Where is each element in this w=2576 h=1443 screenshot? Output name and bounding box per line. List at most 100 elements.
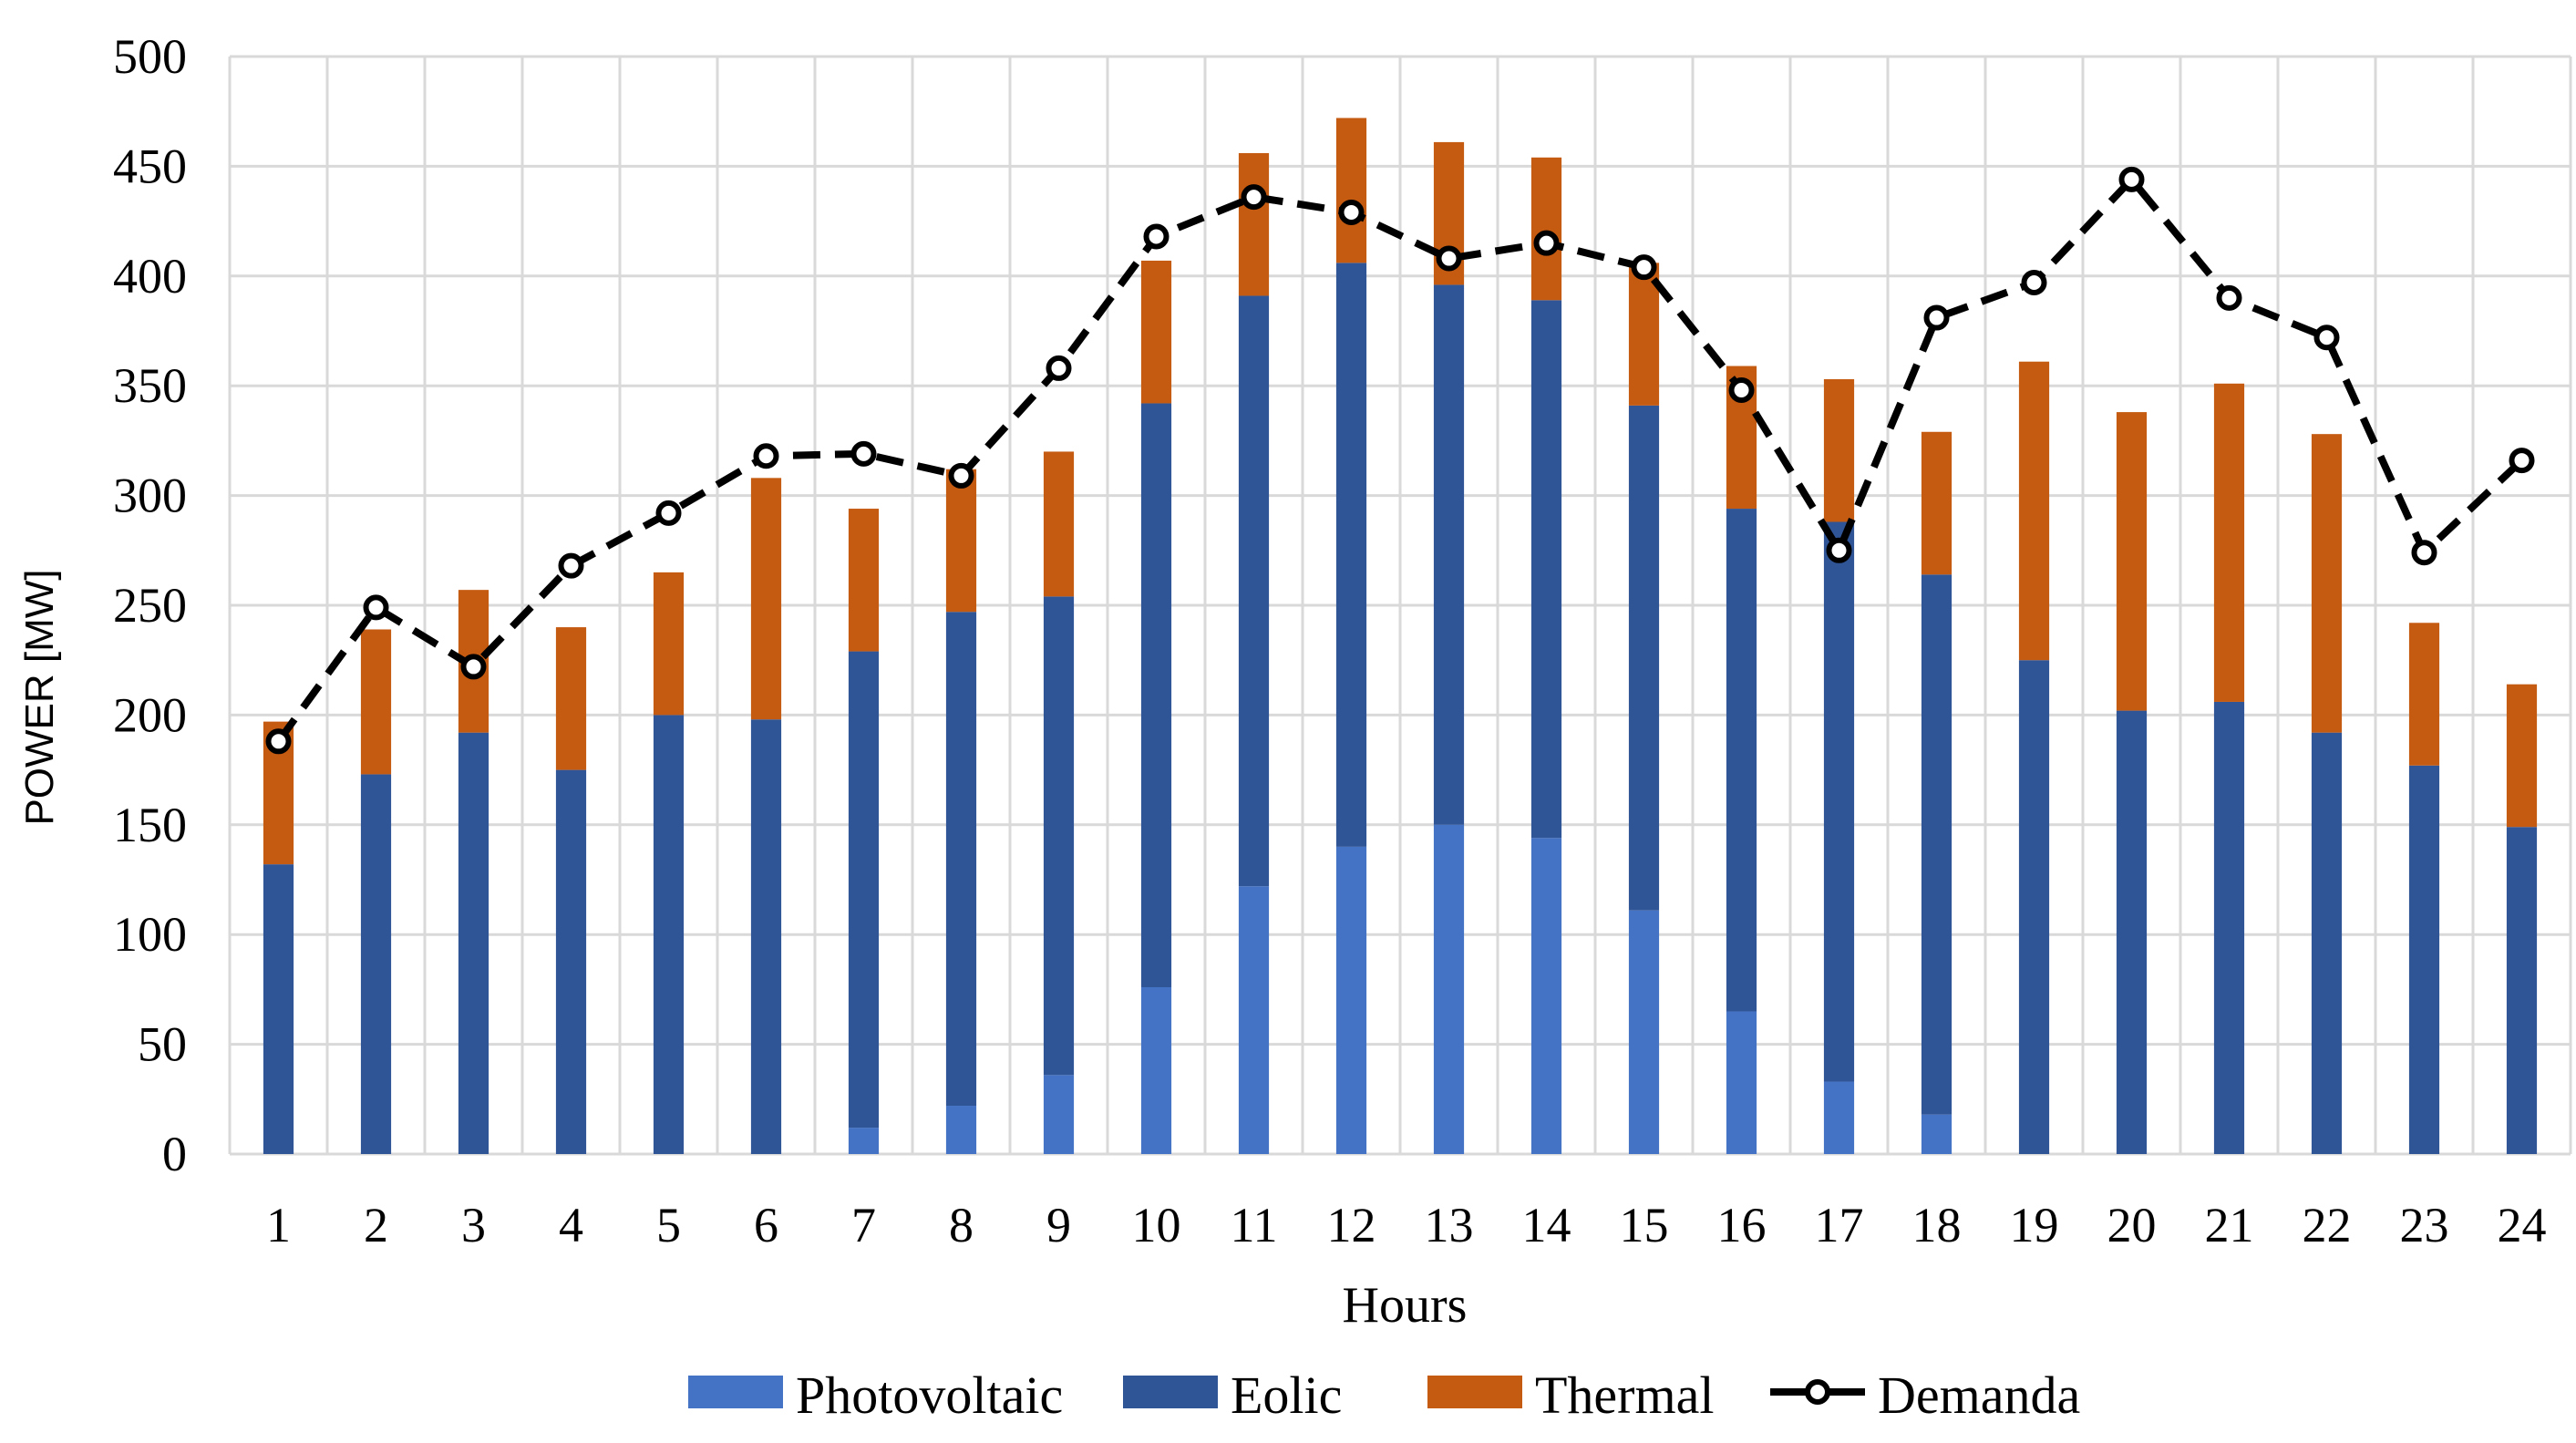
bar-photovoltaic-9 [1043, 1075, 1075, 1154]
legend-label-demanda: Demanda [1878, 1366, 2080, 1425]
gridlines [228, 55, 2572, 1156]
demand-point-15 [1631, 254, 1657, 281]
bar-thermal-14 [1530, 157, 1562, 301]
bar-thermal-23 [2408, 623, 2440, 766]
demand-point-5 [655, 500, 682, 526]
bar-eolic-17 [1823, 521, 1855, 1082]
demand-point-22 [2313, 325, 2340, 351]
bar-eolic-14 [1530, 300, 1562, 839]
x-tick-label: 9 [1046, 1198, 1071, 1252]
demand-line-layer [265, 166, 2535, 755]
demand-point-3 [460, 654, 487, 680]
x-tick-label: 5 [656, 1198, 681, 1252]
bar-photovoltaic-7 [848, 1128, 880, 1154]
x-tick-label: 2 [364, 1198, 388, 1252]
bar-thermal-9 [1043, 451, 1075, 597]
bar-eolic-20 [2116, 710, 2148, 1154]
x-tick-label: 23 [2400, 1198, 2449, 1252]
demand-point-4 [558, 552, 584, 579]
demand-point-23 [2411, 540, 2437, 566]
demand-point-21 [2216, 284, 2242, 311]
x-tick-label: 16 [1717, 1198, 1767, 1252]
y-tick-label: 350 [113, 358, 187, 413]
legend: Photovoltaic Eolic Thermal Demanda [688, 1366, 2080, 1425]
bar-eolic-2 [360, 774, 392, 1154]
x-tick-label: 18 [1912, 1198, 1962, 1252]
demand-point-13 [1436, 245, 1462, 272]
x-tick-label: 13 [1425, 1198, 1474, 1252]
demand-point-17 [1826, 537, 1852, 563]
demand-point-9 [1046, 355, 1072, 381]
bar-photovoltaic-18 [1921, 1114, 1953, 1154]
y-tick-label: 100 [113, 907, 187, 962]
bar-thermal-6 [750, 478, 782, 720]
bar-eolic-13 [1433, 284, 1465, 825]
x-tick-label: 4 [559, 1198, 583, 1252]
demand-point-18 [1923, 304, 1950, 331]
x-tick-label: 12 [1327, 1198, 1376, 1252]
x-tick-label: 17 [1815, 1198, 1864, 1252]
x-tick-label: 24 [2498, 1198, 2547, 1252]
demand-point-16 [1728, 377, 1755, 404]
bar-thermal-20 [2116, 412, 2148, 711]
bar-thermal-21 [2213, 383, 2245, 702]
x-tick-label: 22 [2303, 1198, 2352, 1252]
bar-eolic-22 [2311, 732, 2343, 1154]
demand-point-19 [2021, 270, 2047, 296]
bar-eolic-7 [848, 651, 880, 1129]
demand-line [275, 175, 2525, 744]
legend-label-thermal: Thermal [1535, 1366, 1714, 1425]
bar-thermal-8 [945, 469, 977, 613]
bar-thermal-2 [360, 629, 392, 775]
demand-point-14 [1533, 230, 1560, 256]
legend-swatch-thermal [1427, 1376, 1522, 1408]
x-tick-label: 3 [461, 1198, 486, 1252]
y-tick-label: 450 [113, 139, 187, 193]
bar-photovoltaic-14 [1530, 838, 1562, 1154]
bar-photovoltaic-17 [1823, 1081, 1855, 1154]
demand-point-1 [265, 728, 292, 755]
legend-label-eolic: Eolic [1231, 1366, 1342, 1425]
legend-swatch-eolic [1123, 1376, 1218, 1408]
y-tick-label: 150 [113, 798, 187, 852]
bar-thermal-12 [1335, 118, 1367, 263]
bar-thermal-19 [2018, 361, 2050, 661]
demand-point-7 [850, 440, 877, 467]
demand-point-2 [363, 594, 389, 621]
y-tick-label: 300 [113, 469, 187, 523]
bar-thermal-18 [1921, 431, 1953, 575]
bar-eolic-6 [750, 719, 782, 1154]
demand-point-10 [1143, 223, 1170, 250]
x-tick-label: 20 [2107, 1198, 2157, 1252]
bar-eolic-9 [1043, 596, 1075, 1076]
y-tick-label: 500 [113, 29, 187, 84]
bar-eolic-18 [1921, 574, 1953, 1115]
bar-photovoltaic-8 [945, 1106, 977, 1154]
bar-eolic-4 [555, 769, 587, 1154]
x-tick-label: 8 [949, 1198, 974, 1252]
legend-marker-demanda [1805, 1379, 1830, 1405]
x-tick-label: 14 [1522, 1198, 1571, 1252]
x-tick-label: 19 [2010, 1198, 2059, 1252]
bar-photovoltaic-15 [1628, 910, 1660, 1154]
bar-photovoltaic-13 [1433, 824, 1465, 1154]
x-tick-label: 10 [1132, 1198, 1181, 1252]
bar-eolic-12 [1335, 263, 1367, 847]
bar-photovoltaic-10 [1140, 986, 1172, 1154]
bar-thermal-4 [555, 627, 587, 770]
x-tick-label: 21 [2205, 1198, 2254, 1252]
demand-point-24 [2509, 448, 2535, 474]
y-axis-ticks: 0 50 100 150 200 250 300 350 400 450 500 [113, 29, 187, 1181]
bar-photovoltaic-12 [1335, 846, 1367, 1154]
demand-point-6 [753, 443, 779, 469]
bar-photovoltaic-11 [1238, 886, 1270, 1154]
legend-label-photovoltaic: Photovoltaic [796, 1366, 1063, 1425]
y-tick-label: 200 [113, 687, 187, 742]
y-tick-label: 50 [138, 1017, 187, 1072]
y-axis-title: POWER [MW] [17, 569, 62, 825]
bar-eolic-10 [1140, 403, 1172, 987]
x-axis-title: Hours [1343, 1277, 1468, 1334]
bar-thermal-5 [653, 572, 685, 716]
bar-eolic-19 [2018, 660, 2050, 1154]
